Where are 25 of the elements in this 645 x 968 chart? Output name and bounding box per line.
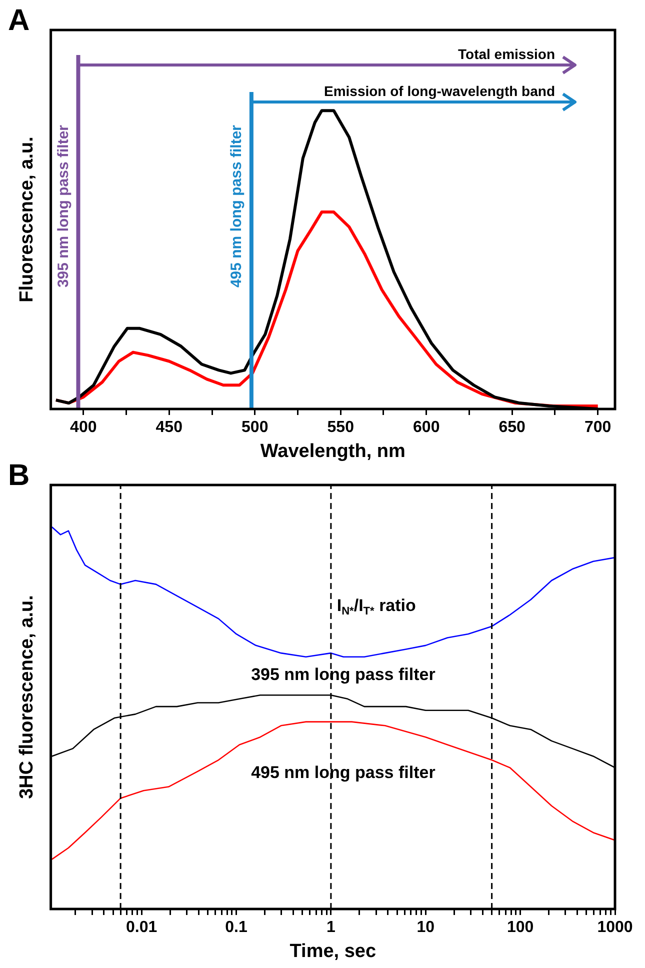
text: B	[8, 459, 30, 493]
y-axis-title: Fluorescence, a.u.	[16, 136, 38, 302]
x-tick-label: 650	[498, 419, 526, 436]
x-tick-label: 550	[327, 419, 354, 436]
x-tick-label: 450	[156, 419, 183, 436]
x-axis-title: Time, sec	[290, 940, 376, 962]
text: Total emission	[458, 46, 555, 62]
x-tick-label: 500	[242, 419, 268, 436]
text: A	[8, 4, 30, 38]
x-tick-label: 400	[70, 419, 97, 436]
x-tick-label: 0.1	[225, 919, 248, 936]
series-label: 395 nm long pass filter	[251, 665, 436, 684]
y-axis-title: 3HC fluorescence, a.u.	[16, 595, 38, 799]
x-tick-label: 1000	[597, 919, 633, 936]
x-tick-label: 600	[413, 419, 440, 436]
x-tick-label: 1	[326, 919, 336, 936]
x-tick-label: 10	[416, 919, 435, 936]
series-label: 495 nm long pass filter	[251, 763, 436, 782]
x-tick-label: 100	[506, 919, 534, 936]
ref-line-label: 395 nm long pass filter	[54, 124, 72, 288]
text: Emission of long-wavelength band	[324, 83, 555, 99]
x-tick-label: 0.01	[126, 919, 158, 936]
ref-line-label: 495 nm long pass filter	[228, 124, 246, 288]
x-axis-title: Wavelength, nm	[260, 440, 406, 462]
x-tick-label: 700	[584, 419, 612, 436]
